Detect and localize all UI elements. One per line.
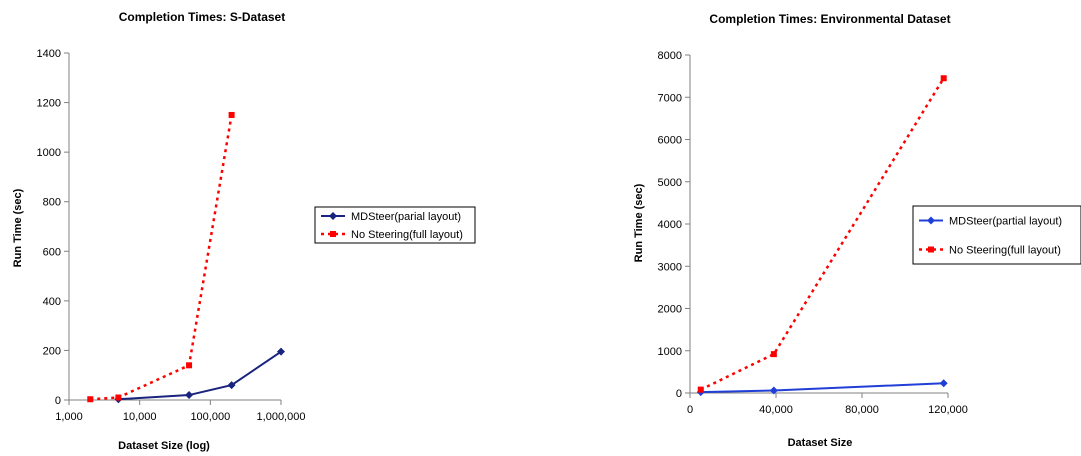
y-tick-label: 2000 bbox=[658, 304, 682, 316]
x-tick-label: 1,000,000 bbox=[257, 411, 306, 423]
series-line-0 bbox=[118, 350, 282, 401]
x-tick-label: 1,000 bbox=[55, 411, 83, 423]
y-tick-label: 8000 bbox=[658, 50, 682, 62]
y-tick-label: 5000 bbox=[658, 177, 682, 189]
x-tick-label: 100,000 bbox=[190, 411, 230, 423]
legend-marker-diamond bbox=[329, 212, 337, 220]
series-line-1 bbox=[700, 77, 945, 391]
data-point-diamond bbox=[769, 386, 778, 395]
y-axis-title: Run Time (sec) bbox=[633, 183, 645, 262]
x-tick-label: 10,000 bbox=[123, 411, 157, 423]
x-tick-label: 0 bbox=[687, 404, 693, 416]
plot-axes bbox=[64, 52, 282, 405]
x-tick-label: 120,000 bbox=[928, 404, 968, 416]
data-point-square bbox=[770, 351, 777, 358]
legend-box bbox=[912, 205, 1081, 265]
chart-s-dataset: Completion Times: S-Dataset Run Time (se… bbox=[12, 10, 476, 452]
legend-marker-square bbox=[928, 246, 934, 253]
chart-environmental-dataset: Completion Times: Environmental Dataset … bbox=[633, 12, 1081, 449]
legend-label: No Steering(full layout) bbox=[351, 229, 463, 241]
x-axis-title: Dataset Size (log) bbox=[118, 440, 210, 452]
data-point-square bbox=[228, 111, 235, 118]
y-tick-label: 1000 bbox=[658, 346, 682, 358]
y-tick-label: 4000 bbox=[658, 219, 682, 231]
chart-title: Completion Times: S-Dataset bbox=[119, 10, 285, 24]
data-point-square bbox=[87, 396, 94, 403]
y-tick-label: 1400 bbox=[37, 48, 61, 60]
y-tick-label: 7000 bbox=[658, 92, 682, 104]
tick-labels: 0 1000 2000 3000 4000 5000 6000 7000 8000 0 40,000… bbox=[658, 50, 968, 416]
series-group bbox=[696, 75, 948, 397]
data-point-diamond bbox=[227, 381, 236, 390]
y-tick-label: 3000 bbox=[658, 261, 682, 273]
y-tick-label: 6000 bbox=[658, 135, 682, 147]
y-tick-label: 0 bbox=[55, 395, 61, 407]
series-line-0 bbox=[700, 382, 944, 394]
legend-label: MDSteer(partial layout) bbox=[949, 216, 1062, 228]
plot-axes bbox=[685, 54, 949, 398]
y-tick-label: 1000 bbox=[37, 147, 61, 159]
x-tick-label: 80,000 bbox=[845, 404, 879, 416]
y-tick-label: 200 bbox=[43, 345, 61, 357]
legend-marker-diamond bbox=[927, 216, 935, 225]
y-axis-title: Run Time (sec) bbox=[12, 188, 24, 267]
x-axis-title: Dataset Size bbox=[788, 437, 853, 449]
legend-box bbox=[314, 206, 476, 244]
y-tick-label: 800 bbox=[43, 197, 61, 209]
legend-label: MDSteer(parial layout) bbox=[351, 211, 461, 223]
y-tick-label: 600 bbox=[43, 246, 61, 258]
data-point-diamond bbox=[185, 391, 194, 400]
series-group bbox=[87, 111, 285, 404]
legend-marker-square bbox=[330, 231, 336, 237]
legend: MDSteer(partial layout) No Steering(full … bbox=[912, 205, 1081, 265]
data-point-diamond bbox=[939, 379, 948, 388]
legend: MDSteer(parial layout) No Steering(full l… bbox=[314, 206, 476, 244]
data-point-diamond bbox=[277, 347, 285, 356]
data-point-square bbox=[186, 362, 193, 369]
chart-title: Completion Times: Environmental Dataset bbox=[709, 12, 950, 26]
y-tick-label: 400 bbox=[43, 296, 61, 308]
series-line-1 bbox=[90, 114, 233, 401]
y-tick-label: 1200 bbox=[37, 98, 61, 110]
data-point-square bbox=[697, 386, 704, 393]
data-point-square bbox=[115, 394, 122, 401]
tick-labels: 0 200 400 600 800 1000 1200 1400 1,000 10,000 100,… bbox=[37, 48, 306, 423]
x-tick-label: 40,000 bbox=[759, 404, 793, 416]
data-point-square bbox=[940, 75, 947, 82]
y-tick-label: 0 bbox=[676, 388, 682, 400]
legend-label: No Steering(full layout) bbox=[949, 245, 1061, 257]
